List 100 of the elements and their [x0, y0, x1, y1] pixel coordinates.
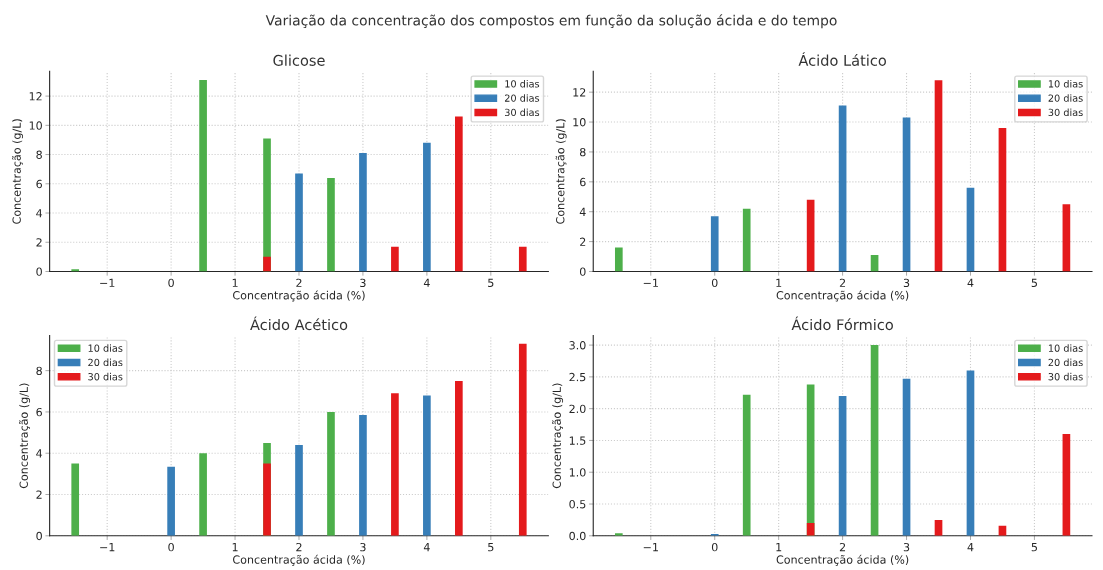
y-tick-label: 6	[36, 407, 42, 417]
x-tick-label: 3	[360, 278, 366, 288]
bar	[263, 256, 271, 272]
x-tick-label: 1	[232, 543, 238, 552]
text: Variação da concentração dos compostos em função da solução ácida e do tempo	[265, 14, 837, 29]
x-axis-title: Concentração ácida (%)	[233, 290, 365, 302]
x-tick-label: 1	[776, 278, 782, 287]
y-tick-label: 1.5	[569, 436, 586, 445]
y-tick-label: 2	[36, 490, 42, 499]
bar	[518, 343, 527, 536]
bar	[806, 199, 815, 272]
bar	[359, 153, 367, 272]
x-tick-label: 4	[423, 543, 430, 552]
y-tick-label: 2.0	[569, 404, 586, 414]
x-tick-label: 4	[967, 543, 974, 552]
bar	[391, 393, 399, 536]
bar	[1062, 204, 1071, 272]
y-tick-label: 0.0	[569, 531, 586, 541]
legend-label: 20 dias	[88, 358, 123, 367]
bar	[710, 216, 719, 272]
x-tick-label: −1	[100, 543, 115, 552]
bar	[838, 395, 847, 536]
bar	[295, 173, 303, 272]
y-axis-title: Concentração (g/L)	[552, 383, 564, 489]
y-tick-label: 2	[36, 238, 42, 247]
bar	[838, 105, 847, 272]
bar	[614, 247, 623, 272]
y-tick-label: 0	[579, 267, 586, 276]
x-axis-title: Concentração ácida (%)	[776, 554, 909, 566]
legend-label: 30 dias	[88, 372, 123, 381]
legend-label: 20 dias	[504, 94, 540, 102]
y-tick-label: 8	[579, 147, 586, 157]
chart-title: Ácido Acético	[250, 316, 348, 331]
bar	[518, 246, 527, 272]
bar	[295, 444, 303, 536]
y-tick-label: 12	[573, 88, 586, 97]
y-tick-label: 0	[36, 531, 42, 541]
legend-label: 10 dias	[88, 344, 123, 352]
x-tick-label: 2	[839, 278, 846, 287]
y-tick-label: 12	[29, 92, 42, 101]
x-tick-label: 3	[903, 542, 910, 552]
bar	[327, 177, 335, 272]
y-tick-label: 10	[573, 118, 586, 127]
bar	[902, 117, 911, 272]
legend-label: 30 dias	[1048, 372, 1083, 381]
bar	[263, 463, 271, 536]
x-tick-label: 5	[488, 278, 494, 288]
y-tick-label: 3.0	[569, 341, 586, 350]
y-tick-label: 10	[29, 121, 42, 130]
x-tick-label: −1	[643, 543, 658, 552]
x-tick-label: 0	[168, 278, 174, 288]
x-tick-label: 0	[711, 542, 718, 552]
y-tick-label: 8	[36, 150, 42, 159]
x-tick-label: 5	[1031, 278, 1037, 288]
x-tick-label: −1	[643, 278, 658, 287]
bar	[199, 453, 207, 536]
bar	[199, 80, 207, 272]
legend-label: 20 dias	[1048, 358, 1083, 367]
bar	[455, 116, 463, 272]
x-tick-label: 1	[232, 278, 238, 287]
bar	[423, 142, 431, 272]
bar	[167, 466, 175, 536]
legend-label: 20 dias	[1048, 94, 1083, 102]
legend-label: 30 dias	[504, 108, 540, 117]
bar	[902, 378, 911, 536]
y-tick-label: 1.0	[569, 468, 586, 477]
x-tick-label: 0	[711, 278, 718, 288]
bar	[327, 411, 335, 536]
x-tick-label: 5	[1031, 543, 1037, 552]
x-tick-label: 5	[488, 543, 494, 552]
legend-label: 10 dias	[1048, 80, 1083, 88]
bar	[742, 394, 751, 536]
y-tick-label: 6	[36, 179, 42, 189]
y-axis-title: Concentração (g/L)	[19, 383, 31, 489]
x-tick-label: 4	[423, 278, 430, 287]
bar	[966, 370, 975, 536]
bar	[71, 269, 80, 272]
y-tick-label: 2	[580, 237, 586, 246]
bar	[359, 415, 367, 536]
x-tick-label: 3	[903, 278, 910, 288]
x-tick-label: 2	[296, 542, 302, 552]
legend-label: 30 dias	[1048, 108, 1083, 117]
chart-title: Ácido Fórmico	[791, 316, 893, 331]
x-tick-label: 0	[168, 542, 174, 552]
y-tick-label: 0	[36, 267, 42, 276]
bar	[934, 80, 943, 272]
bar	[391, 246, 399, 272]
bar	[423, 395, 431, 536]
bar	[455, 380, 463, 536]
legend-label: 10 dias	[505, 80, 540, 88]
bar	[1062, 434, 1071, 536]
y-tick-label: 4	[36, 449, 43, 458]
bar	[966, 187, 975, 272]
y-tick-label: 4	[36, 209, 43, 218]
x-axis-title: Concentração ácida (%)	[233, 554, 365, 566]
x-tick-label: 3	[360, 542, 366, 552]
x-axis-title: Concentração ácida (%)	[776, 290, 909, 302]
bar	[998, 128, 1007, 272]
bar	[71, 463, 80, 536]
y-tick-label: 2.5	[569, 372, 586, 382]
